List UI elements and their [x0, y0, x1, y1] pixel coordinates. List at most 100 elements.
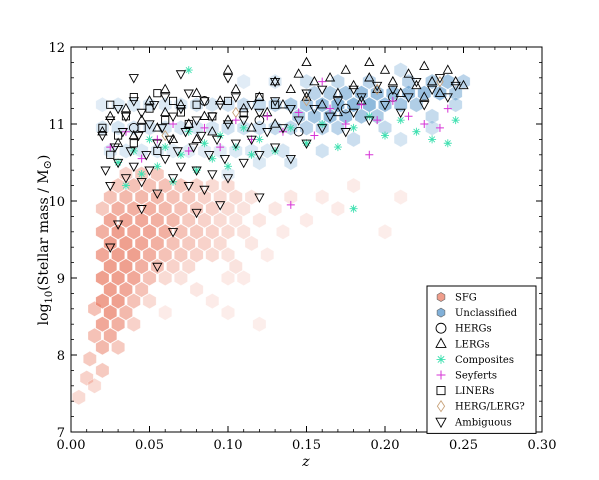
composites-point: [247, 150, 256, 159]
sfg-density-cell: [126, 177, 141, 194]
unclassified-density-cell: [299, 73, 314, 90]
sfg-density-cell: [103, 304, 118, 321]
lergs-point: [317, 99, 328, 109]
sfg-density-cell: [126, 247, 141, 263]
legend-marker-lergs: [435, 337, 447, 348]
composites-point: [114, 158, 123, 167]
sfg-density-cell: [126, 200, 141, 217]
x-axis-title: z: [301, 454, 310, 470]
legend-marker-ambiguous: [435, 417, 447, 429]
legend: SFG Unclassified HERGs LERGs Composites Seyfe…: [426, 285, 537, 434]
liners-point: [168, 96, 178, 105]
ambiguous-point: [348, 108, 359, 119]
lergs-point: [269, 75, 281, 86]
seyferts-point: [184, 146, 193, 155]
ambiguous-point: [149, 101, 160, 111]
unclassified-density-cell: [315, 143, 330, 159]
unclassified-density-cell: [323, 108, 337, 125]
lergs-point: [222, 114, 234, 124]
composites-point: [137, 170, 146, 179]
composites-point: [255, 135, 264, 144]
sfg-density-cell: [181, 235, 196, 252]
lergs-point: [340, 64, 351, 74]
lergs-point: [324, 72, 336, 82]
ambiguous-point: [293, 116, 304, 126]
ambiguous-point: [222, 120, 234, 130]
seyferts-point: [365, 150, 374, 159]
lergs-point: [214, 95, 226, 105]
ambiguous-point: [164, 135, 176, 146]
lergs-point: [419, 60, 430, 70]
lergs-point: [434, 87, 446, 97]
sfg-density-cell: [103, 258, 118, 275]
sfg-density-cell: [197, 235, 212, 252]
sfg-density-cell: [142, 293, 157, 309]
sfg-density-cell: [174, 247, 188, 263]
sfg-density-cell: [221, 247, 235, 263]
composites-point: [412, 127, 421, 136]
composites-point: [365, 112, 374, 121]
sfg-density-cell: [236, 270, 251, 286]
ambiguous-point: [254, 151, 265, 161]
lergs-point: [426, 75, 438, 86]
sfg-density-cell: [103, 327, 118, 344]
lergs-point: [301, 91, 312, 101]
sfg-density-cell: [87, 377, 102, 394]
sfg-density-cell: [189, 177, 204, 194]
ambiguous-point: [222, 74, 234, 84]
lergs-point: [332, 87, 344, 97]
y-axis-title-sun-symbol: ⊙: [41, 160, 54, 169]
unclassified-density-cell: [307, 85, 322, 102]
unclassified-density-cell: [307, 108, 322, 125]
composites-point: [443, 139, 452, 148]
sfg-density-cell: [103, 281, 118, 298]
sfg-density-cell: [252, 316, 267, 333]
lergs-point: [458, 79, 469, 90]
lergs-point: [105, 110, 116, 120]
lergs-point: [364, 56, 375, 67]
unclassified-density-cell: [354, 108, 369, 125]
sfg-density-cell: [111, 200, 125, 217]
ambiguous-point: [136, 108, 147, 119]
x-tick-label: 0.05: [135, 438, 164, 453]
sfg-density-cell: [134, 235, 149, 252]
herg-lerg-point: [436, 76, 444, 88]
sfg-density-cell: [221, 200, 235, 217]
x-tick-label: 0.10: [214, 438, 243, 453]
ambiguous-point: [156, 124, 168, 134]
unclassified-density-cell: [425, 73, 439, 90]
legend-marker-liners: [436, 386, 446, 396]
ambiguous-point: [125, 147, 136, 157]
ambiguous-point: [160, 154, 171, 165]
legend-label-ambiguous: Ambiguous: [454, 417, 512, 428]
points-layer: [97, 56, 469, 273]
composites-point: [451, 116, 460, 125]
sfg-density-cell: [87, 327, 102, 344]
composites-point: [145, 135, 154, 144]
unclassified-density-cell: [276, 143, 290, 159]
ambiguous-point: [167, 174, 179, 184]
sfg-density-cell: [174, 200, 188, 217]
lergs-point: [309, 75, 320, 86]
hergs-point: [293, 126, 304, 137]
lergs-point: [191, 133, 202, 144]
sfg-density-cell: [244, 189, 259, 205]
composites-point: [153, 162, 162, 171]
seyferts-point: [278, 127, 287, 136]
legend-label-liners: LINERs: [455, 386, 494, 397]
sfg-density-cell: [197, 189, 212, 205]
sfg-density-cell: [205, 200, 220, 217]
ambiguous-point: [379, 101, 391, 111]
ambiguous-point: [285, 104, 296, 115]
ambiguous-point: [172, 147, 183, 157]
legend-marker-composites: [436, 354, 446, 364]
seyferts-point: [318, 77, 327, 86]
lergs-point: [301, 56, 312, 67]
ambiguous-point: [246, 135, 257, 146]
seyferts-point: [216, 143, 225, 152]
sfg-density-cell: [142, 270, 157, 286]
sfg-density-cell: [378, 223, 392, 240]
sfg-density-cell: [134, 189, 149, 205]
lergs-point: [175, 99, 187, 109]
ambiguous-point: [387, 85, 399, 96]
